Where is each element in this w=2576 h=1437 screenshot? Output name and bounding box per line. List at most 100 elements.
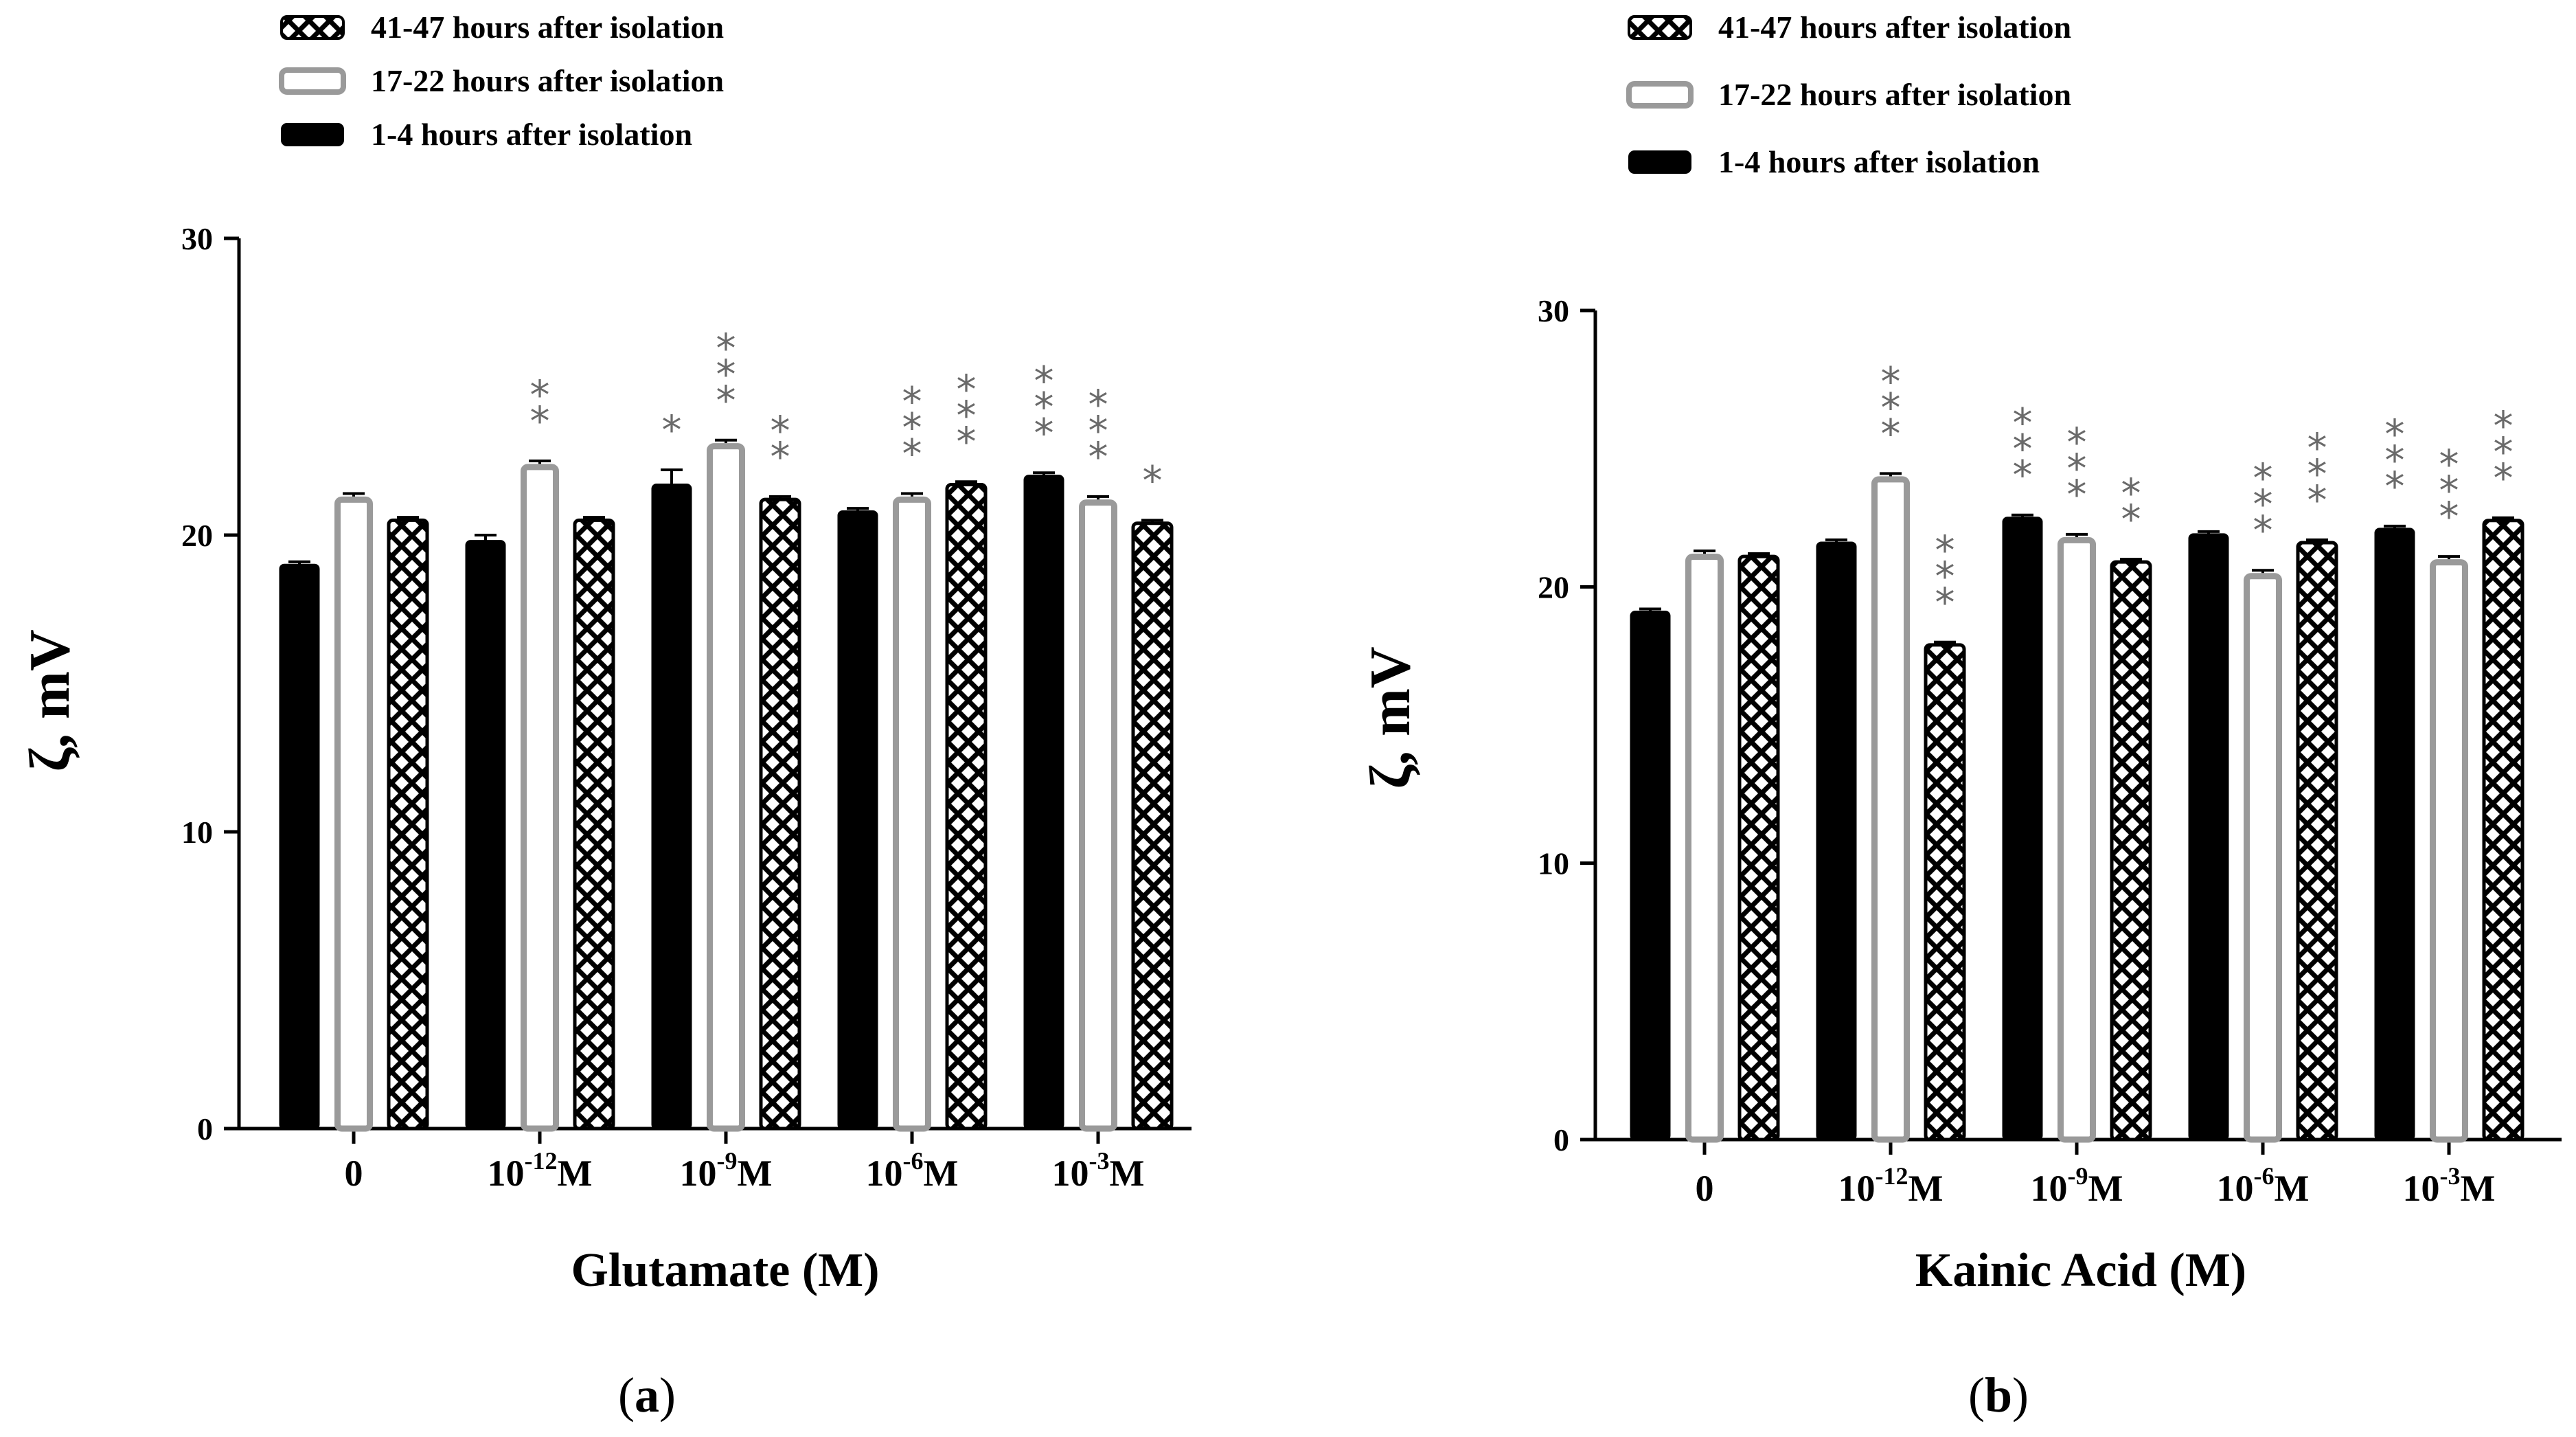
bar-solid — [2188, 533, 2229, 1141]
bar-hatched — [1737, 554, 1780, 1142]
x-tick-base: 10 — [2403, 1168, 2440, 1209]
significance-star: * — [2439, 467, 2459, 514]
y-tick-label: 20 — [1538, 569, 1569, 604]
chart-panel-b: 41-47 hours after isolation 17-22 hours a… — [1358, 10, 2562, 1423]
y-tick-label: 0 — [1553, 1122, 1569, 1157]
bar-hollow — [893, 496, 931, 1132]
x-tick-exponent: -6 — [903, 1147, 924, 1175]
bar-hollow — [1685, 554, 1724, 1143]
bar-hatched — [759, 497, 801, 1131]
x-tick-base: 0 — [345, 1153, 363, 1194]
significance-star: * — [2067, 419, 2087, 466]
x-tick-base: 10 — [2217, 1168, 2254, 1209]
panel-paren-close: ) — [659, 1368, 676, 1423]
legend-swatch-hatched — [280, 15, 345, 40]
significance-star: * — [771, 407, 790, 454]
x-tick-label: 0 — [345, 1153, 363, 1194]
significance-star: * — [1034, 357, 1054, 404]
significance-star: * — [2253, 455, 2273, 501]
bar-hollow — [2058, 536, 2096, 1143]
bar-solid — [837, 510, 878, 1130]
bar-solid — [2374, 528, 2415, 1141]
significance-star: * — [1881, 384, 1901, 431]
significance-star: * — [902, 378, 922, 425]
significance-star: * — [1935, 579, 1955, 626]
significance-star: * — [957, 366, 977, 413]
x-axis-title: Glutamate (M) — [571, 1244, 879, 1297]
significance-star: * — [1088, 407, 1108, 454]
significance-star: * — [2253, 507, 2273, 554]
panel-label: (a) — [618, 1368, 676, 1423]
bar-hollow — [1079, 499, 1117, 1132]
legend-label: 17-22 hours after isolation — [1718, 77, 2071, 112]
bar-hollow — [521, 464, 559, 1132]
significance-star: * — [1881, 358, 1901, 405]
significance-star: * — [2385, 463, 2405, 510]
x-tick-base: 10 — [866, 1153, 903, 1194]
significance-star: * — [2439, 441, 2459, 488]
significance-star: * — [2385, 411, 2405, 457]
significance-star: * — [2121, 496, 2141, 543]
significance-star: * — [530, 398, 550, 444]
panel-paren-open: ( — [1968, 1368, 1985, 1423]
bar-solid — [1630, 611, 1671, 1141]
significance-star: * — [530, 372, 550, 418]
legend-label: 41-47 hours after isolation — [371, 10, 724, 45]
panel-letter: a — [635, 1368, 659, 1423]
panel-paren-open: ( — [618, 1368, 635, 1423]
x-tick-unit: M — [1908, 1168, 1944, 1209]
x-tick-exponent: -9 — [2068, 1162, 2088, 1190]
significance-star: * — [2439, 493, 2459, 540]
significance-star: * — [2067, 445, 2087, 492]
significance-star: * — [902, 405, 922, 451]
x-tick-unit: M — [2275, 1168, 2310, 1209]
bar-solid — [2002, 517, 2043, 1141]
significance-star: * — [716, 351, 736, 398]
significance-star: * — [2494, 455, 2514, 501]
x-tick-exponent: -3 — [2440, 1162, 2461, 1190]
bar-hatched — [1924, 643, 1966, 1142]
x-tick-exponent: -3 — [1089, 1147, 1110, 1175]
legend-swatch-hollow — [1626, 81, 1694, 109]
legend-swatch-solid — [1628, 150, 1691, 174]
bar-hatched — [2110, 560, 2152, 1142]
x-tick-exponent: -12 — [1876, 1162, 1908, 1190]
y-tick-label: 30 — [1538, 293, 1569, 328]
significance-star: * — [2013, 426, 2033, 473]
y-tick-label: 20 — [181, 518, 213, 553]
x-tick-label: 10-9M — [2031, 1162, 2123, 1209]
bar-solid — [651, 484, 692, 1130]
x-tick-unit: M — [924, 1153, 959, 1194]
bar-hollow — [1871, 476, 1910, 1143]
legend-label: 41-47 hours after isolation — [1718, 10, 2071, 45]
y-tick-label: 30 — [181, 221, 213, 256]
significance-star: * — [771, 433, 790, 480]
significance-star: * — [2307, 451, 2327, 497]
legend-swatch-hollow — [279, 67, 346, 95]
legend-swatch-solid — [281, 123, 344, 146]
x-tick-label: 0 — [1696, 1168, 1714, 1209]
x-tick-unit: M — [1110, 1153, 1145, 1194]
bar-hatched — [2296, 541, 2338, 1142]
x-tick-base: 10 — [488, 1153, 525, 1194]
significance-star: * — [1935, 527, 1955, 574]
significance-star: * — [2253, 481, 2273, 528]
bar-hatched — [1131, 521, 1174, 1131]
bar-hatched — [573, 518, 615, 1131]
panel-paren-close: ) — [2012, 1368, 2029, 1423]
significance-star: * — [957, 392, 977, 439]
y-tick-label: 0 — [197, 1111, 213, 1146]
significance-star: * — [2494, 429, 2514, 475]
bar-hollow — [707, 443, 745, 1132]
legend-label: 1-4 hours after isolation — [371, 117, 692, 152]
significance-star: * — [957, 418, 977, 465]
panel-label: (b) — [1968, 1368, 2029, 1423]
significance-star: * — [1088, 381, 1108, 428]
significance-star: * — [662, 407, 682, 453]
x-tick-label: 10-9M — [680, 1147, 773, 1194]
significance-star: * — [716, 325, 736, 372]
x-tick-exponent: -6 — [2254, 1162, 2275, 1190]
legend-label: 17-22 hours after isolation — [371, 63, 724, 98]
bar-hollow — [2430, 559, 2468, 1143]
significance-star: * — [2307, 425, 2327, 471]
